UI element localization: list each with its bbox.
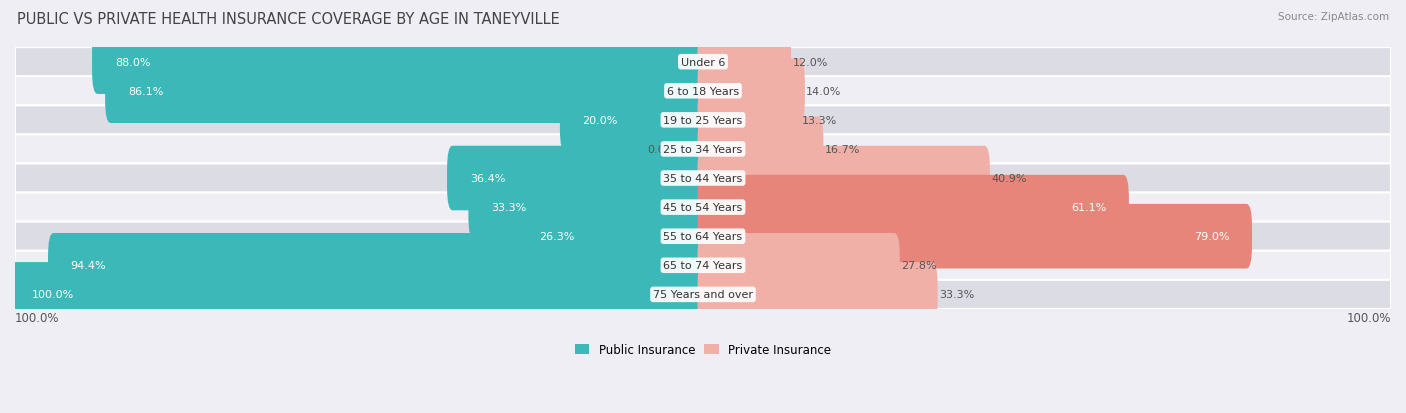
FancyBboxPatch shape (468, 176, 709, 240)
Text: 14.0%: 14.0% (806, 87, 842, 97)
Text: 75 Years and over: 75 Years and over (652, 290, 754, 300)
Text: 40.9%: 40.9% (991, 173, 1026, 184)
FancyBboxPatch shape (15, 280, 1391, 309)
Text: 25 to 34 Years: 25 to 34 Years (664, 145, 742, 154)
Text: 45 to 54 Years: 45 to 54 Years (664, 203, 742, 213)
Text: 100.0%: 100.0% (32, 290, 75, 300)
FancyBboxPatch shape (447, 146, 709, 211)
FancyBboxPatch shape (697, 262, 938, 327)
Text: 19 to 25 Years: 19 to 25 Years (664, 116, 742, 126)
FancyBboxPatch shape (15, 193, 1391, 222)
FancyBboxPatch shape (15, 77, 1391, 106)
FancyBboxPatch shape (48, 233, 709, 298)
Text: 0.0%: 0.0% (647, 145, 675, 154)
Text: 65 to 74 Years: 65 to 74 Years (664, 261, 742, 271)
FancyBboxPatch shape (697, 59, 804, 124)
Text: Under 6: Under 6 (681, 57, 725, 67)
FancyBboxPatch shape (560, 88, 709, 153)
Text: 79.0%: 79.0% (1194, 232, 1229, 242)
FancyBboxPatch shape (679, 126, 706, 173)
FancyBboxPatch shape (697, 30, 792, 95)
Text: 27.8%: 27.8% (901, 261, 936, 271)
Text: 12.0%: 12.0% (793, 57, 828, 67)
Text: 100.0%: 100.0% (15, 311, 59, 325)
Text: 33.3%: 33.3% (939, 290, 974, 300)
Text: 36.4%: 36.4% (470, 173, 505, 184)
Legend: Public Insurance, Private Insurance: Public Insurance, Private Insurance (571, 338, 835, 361)
Text: Source: ZipAtlas.com: Source: ZipAtlas.com (1278, 12, 1389, 22)
FancyBboxPatch shape (697, 88, 800, 153)
FancyBboxPatch shape (10, 262, 709, 327)
Text: 20.0%: 20.0% (582, 116, 619, 126)
FancyBboxPatch shape (15, 164, 1391, 193)
Text: PUBLIC VS PRIVATE HEALTH INSURANCE COVERAGE BY AGE IN TANEYVILLE: PUBLIC VS PRIVATE HEALTH INSURANCE COVER… (17, 12, 560, 27)
FancyBboxPatch shape (15, 222, 1391, 251)
Text: 55 to 64 Years: 55 to 64 Years (664, 232, 742, 242)
FancyBboxPatch shape (697, 176, 1129, 240)
Text: 13.3%: 13.3% (801, 116, 837, 126)
FancyBboxPatch shape (15, 251, 1391, 280)
FancyBboxPatch shape (91, 30, 709, 95)
Text: 35 to 44 Years: 35 to 44 Years (664, 173, 742, 184)
Text: 33.3%: 33.3% (491, 203, 526, 213)
Text: 61.1%: 61.1% (1071, 203, 1107, 213)
Text: 88.0%: 88.0% (115, 57, 150, 67)
Text: 26.3%: 26.3% (540, 232, 575, 242)
FancyBboxPatch shape (15, 106, 1391, 135)
Text: 16.7%: 16.7% (825, 145, 860, 154)
FancyBboxPatch shape (15, 135, 1391, 164)
FancyBboxPatch shape (697, 233, 900, 298)
FancyBboxPatch shape (15, 48, 1391, 77)
Text: 6 to 18 Years: 6 to 18 Years (666, 87, 740, 97)
FancyBboxPatch shape (697, 204, 1251, 269)
FancyBboxPatch shape (697, 117, 824, 182)
Text: 94.4%: 94.4% (70, 261, 107, 271)
Text: 86.1%: 86.1% (128, 87, 163, 97)
FancyBboxPatch shape (105, 59, 709, 124)
Text: 100.0%: 100.0% (1347, 311, 1391, 325)
FancyBboxPatch shape (516, 204, 709, 269)
FancyBboxPatch shape (697, 146, 990, 211)
